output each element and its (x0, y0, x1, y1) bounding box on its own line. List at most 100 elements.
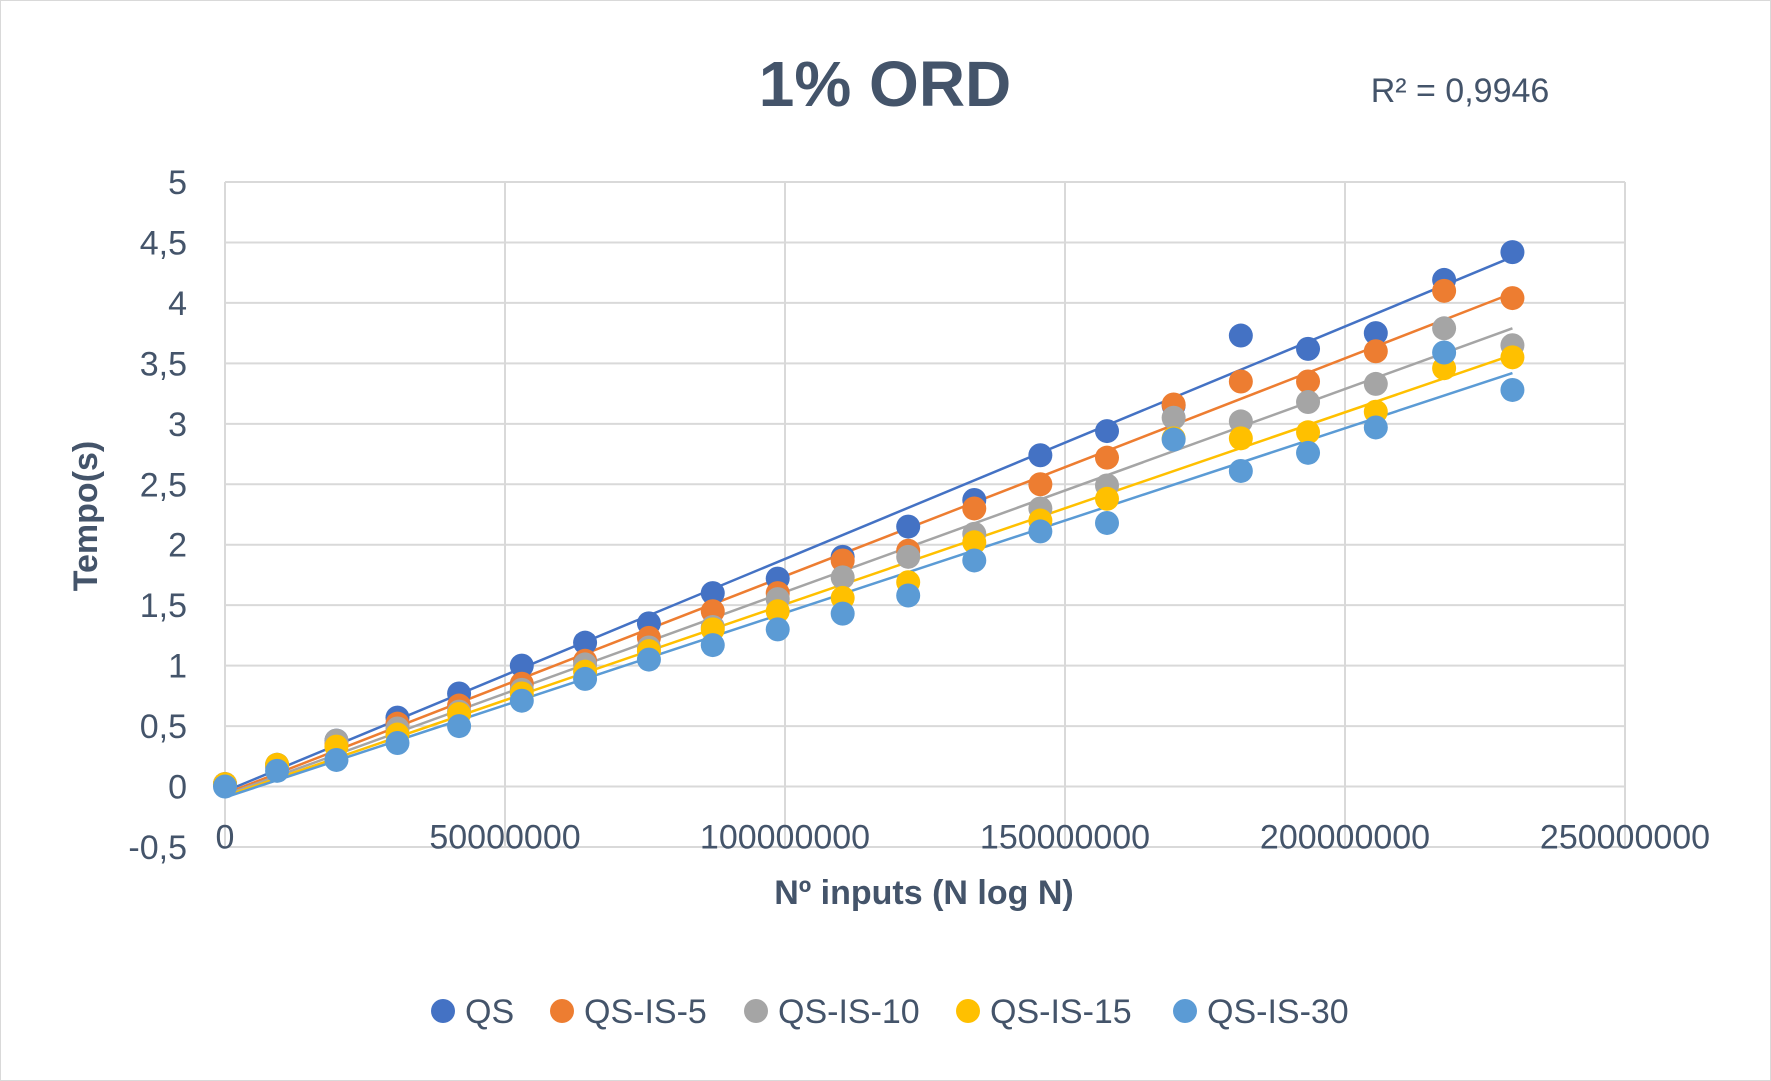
x-axis-ticks: 0 50000000 100000000 150000000 200000000 2500… (216, 819, 1711, 857)
data-point (1500, 240, 1525, 265)
data-point (1028, 519, 1053, 544)
y-tick-label: 0 (168, 769, 187, 807)
legend-marker (956, 999, 980, 1023)
data-point (1095, 510, 1119, 535)
legend-label: QS (465, 993, 514, 1031)
x-axis-title: Nº inputs (N log N) (774, 874, 1073, 912)
trendline-qs (224, 255, 1513, 793)
data-point (1363, 321, 1388, 346)
data-point (1228, 458, 1253, 483)
data-point (1228, 426, 1253, 451)
data-point (509, 688, 534, 713)
data-point (765, 599, 790, 624)
data-point (1228, 323, 1253, 348)
trendline-qs-is-5 (224, 292, 1513, 795)
y-tick-label: 5 (168, 164, 187, 202)
data-point (962, 530, 987, 555)
legend-item-qs-is-5: QS-IS-5 (550, 993, 707, 1031)
y-tick-label: 2,5 (140, 466, 187, 504)
data-point (1095, 486, 1119, 511)
y-tick-label: 3 (168, 406, 187, 444)
x-tick-label: 250000000 (1540, 819, 1710, 857)
data-point (1363, 415, 1388, 440)
data-point (1228, 369, 1253, 394)
trendline-qs-is-30 (224, 371, 1513, 799)
data-point (447, 714, 472, 739)
data-point (1095, 419, 1119, 444)
data-point (1161, 405, 1186, 430)
trendline-qs-is-15 (224, 353, 1513, 798)
gridlines (224, 181, 1626, 848)
data-point (1296, 390, 1321, 415)
x-tick-label: 200000000 (1260, 819, 1430, 857)
legend-label: QS-IS-30 (1207, 993, 1349, 1031)
data-point (1296, 420, 1321, 445)
y-tick-label: 1 (168, 648, 187, 686)
legend-item-qs-is-15: QS-IS-15 (956, 993, 1132, 1031)
data-point (830, 601, 855, 626)
data-point (385, 731, 410, 756)
data-point (962, 496, 987, 521)
data-point (1363, 371, 1388, 396)
y-tick-label: 0,5 (140, 708, 187, 746)
data-point (1296, 369, 1321, 394)
y-tick-label: -0,5 (128, 829, 187, 867)
data-point (700, 633, 725, 658)
legend-marker (744, 999, 768, 1023)
x-tick-label: 150000000 (980, 819, 1150, 857)
legend-marker (431, 999, 455, 1023)
series-qs (213, 240, 1525, 797)
x-tick-label: 0 (216, 819, 235, 857)
data-point (1500, 377, 1525, 402)
data-point (830, 548, 855, 573)
data-point (962, 548, 987, 573)
legend-label: QS-IS-10 (778, 993, 920, 1031)
legend-label: QS-IS-15 (990, 993, 1132, 1031)
data-point (636, 647, 661, 672)
data-point (1095, 445, 1119, 470)
series-qs-is-5 (213, 278, 1525, 797)
data-point (324, 747, 349, 772)
y-tick-label: 1,5 (140, 587, 187, 625)
y-tick-label: 4 (168, 285, 187, 323)
y-tick-label: 3,5 (140, 345, 187, 383)
series-qs-is-30 (213, 340, 1525, 799)
data-point (1432, 316, 1457, 341)
data-point (1432, 278, 1457, 303)
data-point (700, 581, 725, 606)
data-point (1363, 339, 1388, 364)
data-point (830, 565, 855, 590)
data-point (1296, 440, 1321, 465)
legend-item-qs-is-30: QS-IS-30 (1173, 993, 1349, 1031)
chart-title: 1% ORD (759, 48, 1012, 120)
x-tick-label: 50000000 (429, 819, 580, 857)
legend-marker (1173, 999, 1197, 1023)
data-point (1500, 286, 1525, 311)
data-point (896, 544, 921, 569)
data-point (896, 583, 921, 608)
data-point (1228, 409, 1253, 434)
y-axis-title: Tempo(s) (67, 441, 105, 591)
y-axis-ticks: 5 4,5 4 3,5 3 2,5 2 1,5 1 0,5 0 -0,5 (128, 164, 187, 867)
data-point (213, 774, 237, 799)
y-tick-label: 4,5 (140, 224, 187, 262)
data-point (1500, 345, 1525, 370)
data-point (265, 758, 290, 783)
data-point (896, 514, 921, 539)
data-points (213, 240, 1525, 799)
trendlines (224, 255, 1513, 799)
legend-label: QS-IS-5 (584, 993, 707, 1031)
data-point (1296, 336, 1321, 361)
data-point (765, 617, 790, 642)
data-point (1028, 472, 1053, 497)
data-point (573, 630, 598, 655)
data-point (1432, 340, 1457, 365)
series-qs-is-10 (213, 316, 1525, 797)
x-tick-label: 100000000 (700, 819, 870, 857)
legend-marker (550, 999, 574, 1023)
legend-item-qs-is-10: QS-IS-10 (744, 993, 920, 1031)
data-point (573, 666, 598, 691)
y-tick-label: 2 (168, 527, 187, 565)
